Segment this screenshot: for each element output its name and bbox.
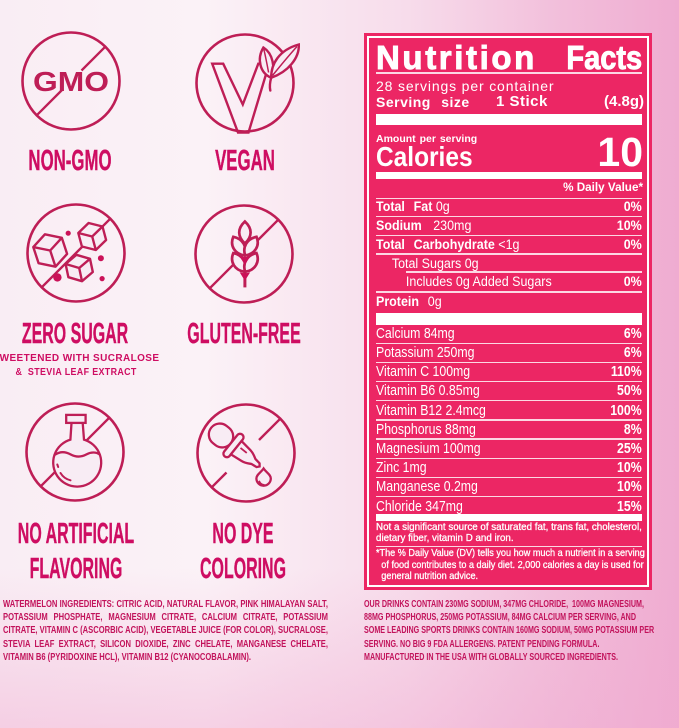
svg-text:GMO: GMO [33, 66, 109, 97]
